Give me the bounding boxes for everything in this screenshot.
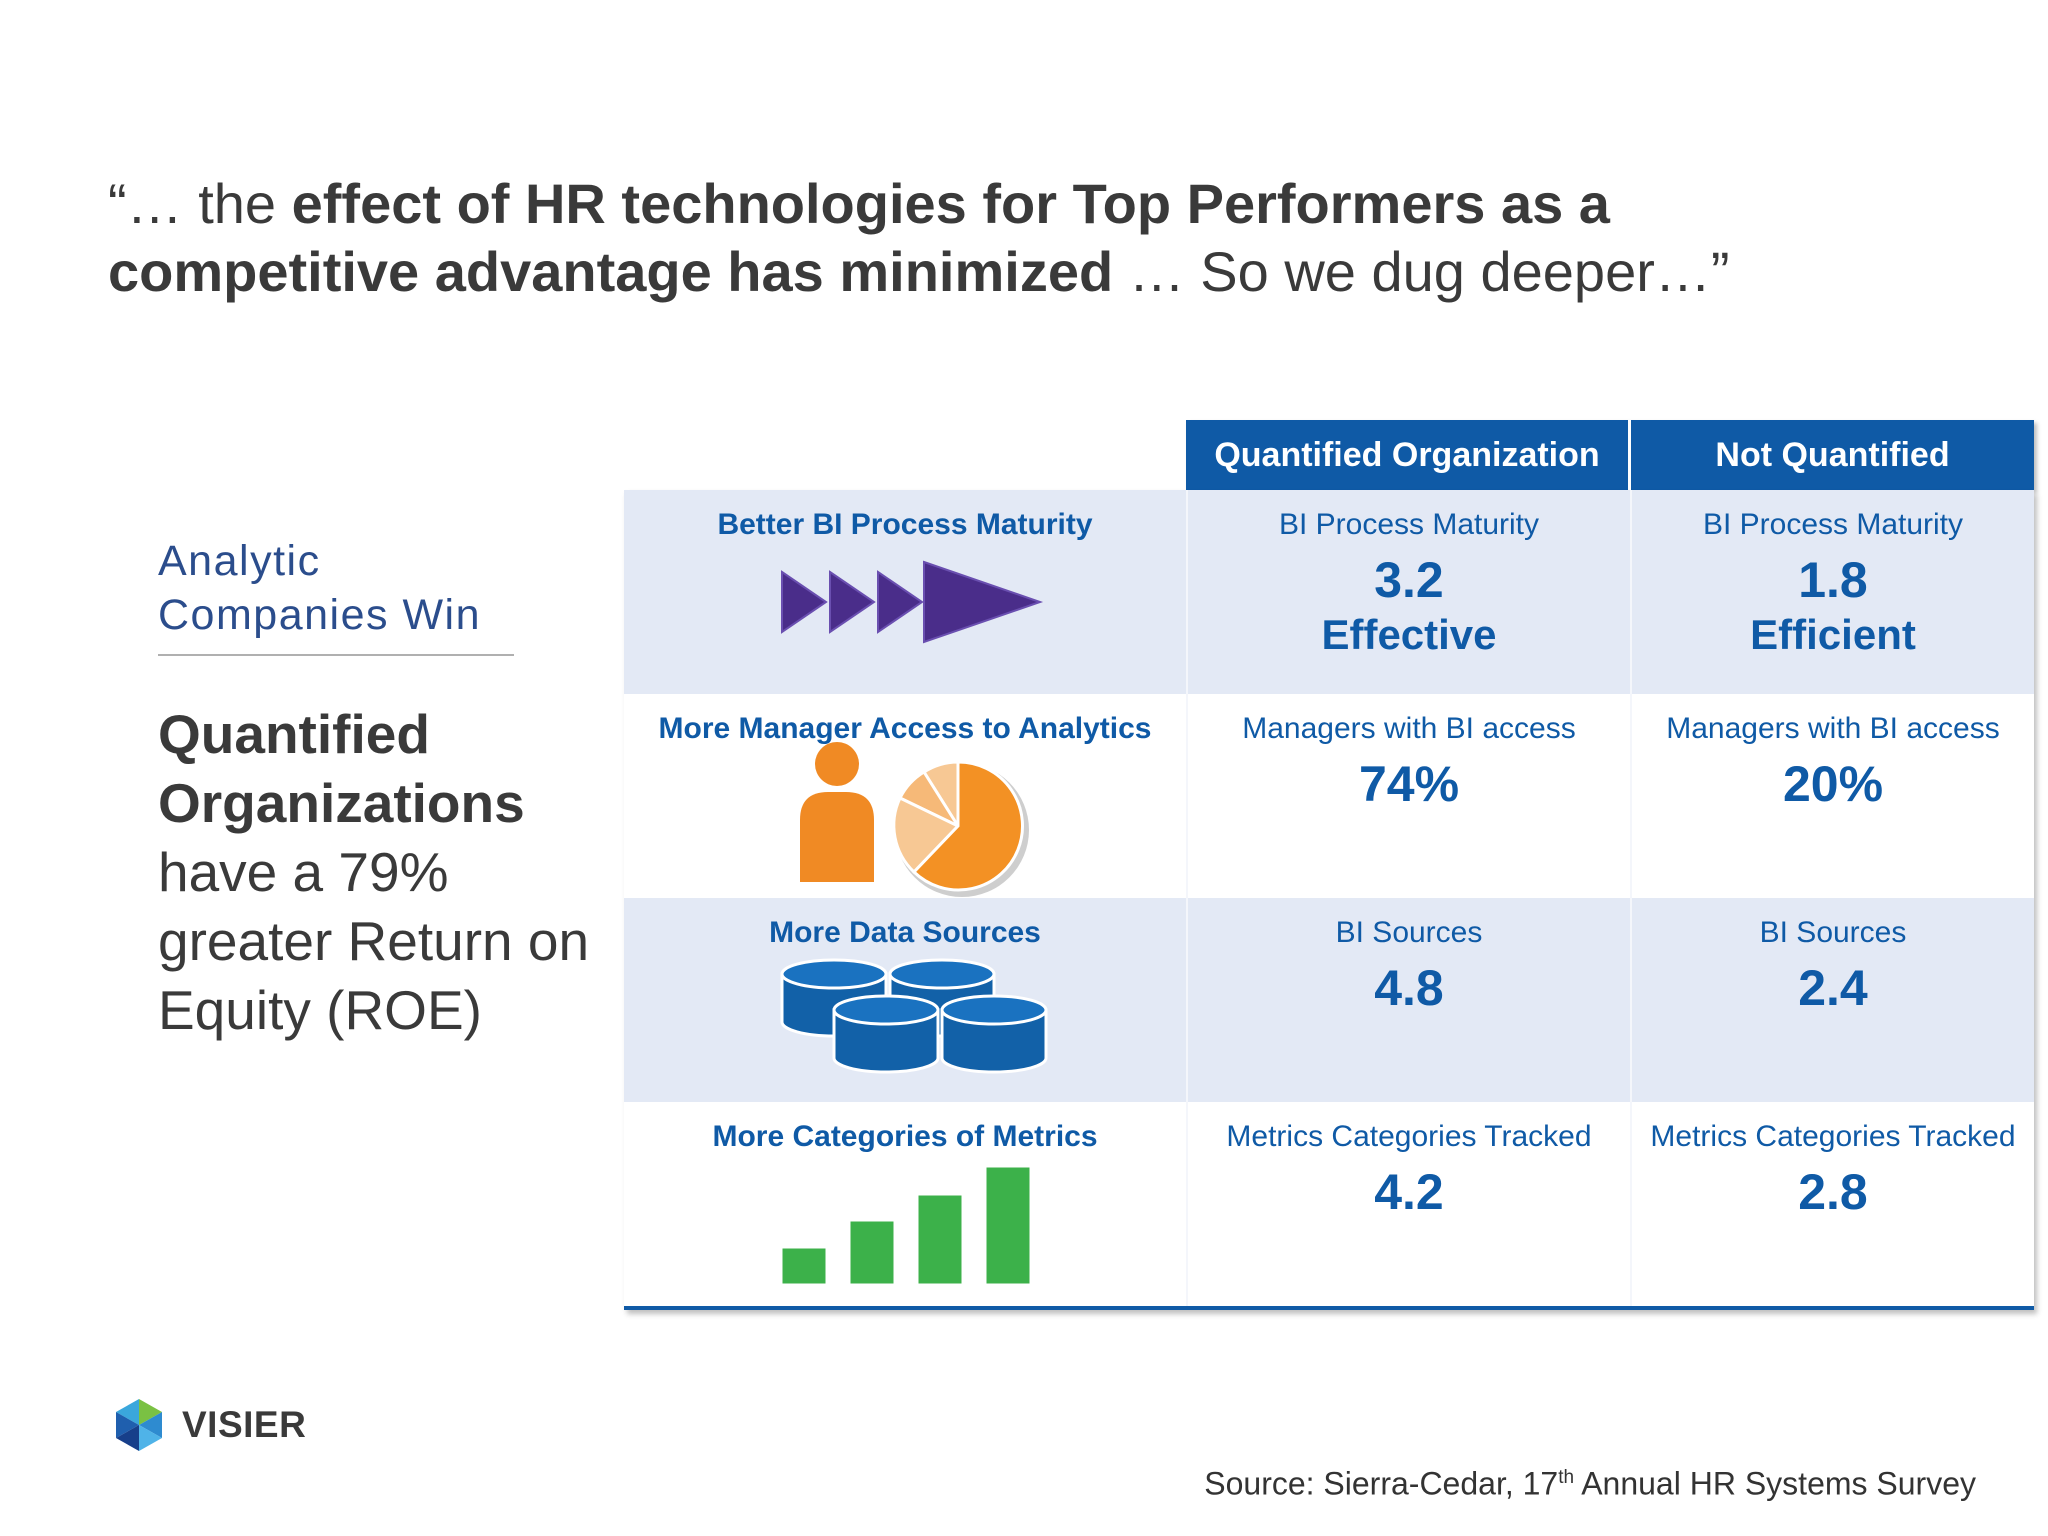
row-label: More Data Sources [769, 916, 1041, 949]
metric-value: 4.2 [1374, 1164, 1444, 1220]
source-sup: th [1558, 1467, 1575, 1488]
quantified-cell: BI Sources 4.8 [1186, 898, 1632, 1102]
row-label: More Manager Access to Analytics [658, 712, 1152, 745]
not-quantified-cell: Metrics Categories Tracked 2.8 [1632, 1102, 2034, 1306]
metric-value: 2.8 [1798, 1164, 1868, 1220]
sidebar-statement: Quantified Organizations have a 79% grea… [158, 700, 628, 1045]
metric-label: Metrics Categories Tracked [1226, 1120, 1592, 1153]
row-label-cell: More Categories of Metrics [624, 1102, 1186, 1306]
row-label: Better BI Process Maturity [717, 508, 1093, 541]
visier-logo-icon [116, 1399, 162, 1451]
quantified-cell: Metrics Categories Tracked 4.2 [1186, 1102, 1632, 1306]
table-header: Quantified Organization Not Quantified [1186, 420, 2034, 490]
not-quantified-cell: BI Sources 2.4 [1632, 898, 2034, 1102]
header-not-quantified: Not Quantified [1715, 436, 1950, 474]
metric-value: 1.8 [1798, 552, 1868, 608]
source-prefix: Source: Sierra-Cedar, 17 [1204, 1465, 1559, 1502]
metric-label: Managers with BI access [1242, 712, 1576, 745]
not-quantified-cell: Managers with BI access 20% [1632, 694, 2034, 898]
headline-tail: … So we dug deeper…” [1113, 240, 1730, 303]
table-row: More Data Sources BI Sourc [624, 898, 2034, 1102]
headline-quote: “… the effect of HR technologies for Top… [108, 170, 1908, 306]
database-stack-icon [624, 898, 1186, 1102]
table-row: Better BI Process Maturity BI Process Ma… [624, 490, 2034, 694]
metric-value: 20% [1782, 756, 1884, 812]
table-row: More Manager Access to Analytics Manager… [624, 694, 2034, 898]
play-arrows-icon [624, 490, 1186, 694]
sidebar-bold-line: Quantified Organizations [158, 703, 525, 834]
row-label-cell: More Manager Access to Analytics [624, 694, 1186, 898]
metric-label: BI Sources [1335, 916, 1483, 949]
logo-text: VISIER [182, 1404, 307, 1445]
row-label-cell: More Data Sources [624, 898, 1186, 1102]
person-pie-icon [624, 694, 1186, 898]
headline-bold: effect of HR technologies for Top Perfor… [108, 172, 1610, 303]
table-row: More Categories of Metrics Metrics Categ… [624, 1102, 2034, 1306]
metric-value: 3.2 [1374, 552, 1444, 608]
metric-value: 74% [1358, 756, 1460, 812]
metric-label: BI Process Maturity [1702, 508, 1964, 541]
metric-rating: Efficient [1750, 611, 1916, 658]
metric-value: 4.8 [1374, 960, 1444, 1016]
comparison-table: Better BI Process Maturity BI Process Ma… [624, 490, 2034, 1310]
metric-label: BI Process Maturity [1278, 508, 1540, 541]
metric-label: BI Sources [1759, 916, 1907, 949]
header-quantified: Quantified Organization [1186, 420, 1631, 490]
visier-logo: VISIER [110, 1392, 430, 1458]
row-label-cell: Better BI Process Maturity [624, 490, 1186, 694]
metric-value: 2.4 [1798, 960, 1868, 1016]
sidebar-title: Analytic Companies Win [158, 534, 514, 656]
metric-label: Managers with BI access [1666, 712, 2000, 745]
sidebar-body: have a 79% greater Return on Equity (ROE… [158, 841, 590, 1041]
metric-rating: Effective [1321, 611, 1497, 658]
not-quantified-cell: BI Process Maturity 1.8 Efficient [1632, 490, 2034, 694]
source-suffix: Annual HR Systems Survey [1574, 1465, 1976, 1502]
quantified-cell: Managers with BI access 74% [1186, 694, 1632, 898]
metric-label: Metrics Categories Tracked [1650, 1120, 2016, 1153]
headline-open: “… the [108, 172, 292, 235]
quantified-cell: BI Process Maturity 3.2 Effective [1186, 490, 1632, 694]
source-citation: Source: Sierra-Cedar, 17th Annual HR Sys… [1076, 1458, 1976, 1504]
row-label: More Categories of Metrics [712, 1120, 1098, 1153]
bar-growth-icon [624, 1102, 1186, 1306]
